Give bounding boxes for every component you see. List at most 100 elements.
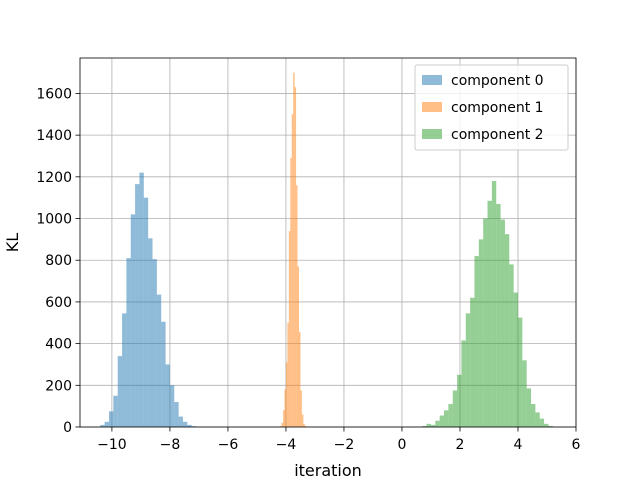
x-tick-label: −8 (160, 437, 181, 453)
x-tick-label: −10 (97, 437, 127, 453)
y-tick-label: 1400 (36, 128, 72, 144)
histogram-bar-component-1 (281, 422, 284, 427)
histogram-bar-component-2 (426, 423, 431, 427)
histogram-bar-component-1 (301, 414, 304, 427)
histogram-bar-component-2 (531, 404, 536, 427)
histogram-bar-component-2 (483, 218, 488, 427)
histogram-bar-component-2 (461, 340, 466, 427)
x-tick-label: 4 (514, 437, 523, 453)
x-tick-label: 2 (456, 437, 465, 453)
y-axis-label: KL (3, 233, 22, 252)
histogram-bar-component-0 (139, 172, 144, 427)
x-tick-label: −4 (276, 437, 297, 453)
histogram-bar-component-2 (448, 404, 453, 427)
y-tick-label: 600 (45, 295, 72, 311)
histogram-bar-component-2 (422, 425, 427, 427)
histogram-bar-component-0 (187, 424, 192, 427)
histogram-bar-component-2 (548, 425, 553, 427)
histogram-bar-component-2 (452, 390, 458, 427)
histogram-bar-component-2 (513, 292, 518, 427)
histogram-bar-component-0 (109, 411, 114, 427)
histogram-bar-component-0 (174, 401, 179, 427)
legend-swatch (422, 129, 442, 139)
legend-swatch (422, 102, 442, 112)
histogram-bar-component-0 (113, 395, 118, 427)
y-axis-ticks: 0 200 400 600 800 1000 1200 1400 1600 (36, 86, 80, 436)
x-tick-label: 6 (572, 437, 581, 453)
histogram-bar-component-1 (283, 410, 285, 427)
x-tick-label: −6 (218, 437, 239, 453)
histogram-bar-component-1 (287, 322, 289, 427)
histogram-bar-component-1 (294, 87, 297, 428)
histogram-bar-component-2 (474, 256, 479, 427)
y-tick-label: 1200 (36, 170, 72, 186)
legend-entry-label: component 2 (451, 127, 544, 143)
histogram-bar-component-2 (517, 317, 523, 427)
legend-swatch (422, 75, 442, 85)
histogram-bar-component-0 (100, 424, 105, 427)
histogram-bar-component-2 (487, 200, 492, 427)
histogram-bar-component-0 (161, 321, 166, 427)
histogram-bar-component-1 (296, 185, 298, 427)
x-axis-ticks: −10 −8 −6 −4 −2 0 2 4 6 (97, 427, 581, 453)
histogram-bar-component-0 (182, 421, 188, 427)
legend-entry-label: component 1 (451, 100, 544, 116)
histogram-bar-component-1 (293, 72, 295, 427)
histogram-bar-component-0 (165, 364, 170, 427)
histogram-bar-component-2 (504, 234, 510, 427)
histogram-bar-component-0 (191, 426, 197, 427)
histogram-bar-component-2 (535, 412, 540, 427)
histogram-bar-component-2 (539, 418, 545, 427)
x-tick-label: −2 (334, 437, 355, 453)
histogram-bar-component-1 (285, 362, 288, 427)
histogram-bar-component-2 (522, 360, 527, 427)
histogram-bar-component-1 (284, 389, 286, 427)
histogram-bar-component-2 (470, 297, 475, 427)
histogram-bar-component-1 (298, 332, 301, 427)
plot-frame (79, 57, 577, 428)
histogram-bar-component-1 (291, 114, 294, 427)
histogram-bar-component-2 (457, 374, 462, 427)
histogram-bar-component-0 (117, 356, 123, 427)
histogram-bar-component-0 (143, 197, 149, 427)
histogram-bar-component-0 (148, 238, 153, 427)
histogram-bar-component-2 (430, 424, 436, 427)
y-tick-label: 1000 (36, 212, 72, 228)
y-tick-label: 800 (45, 253, 72, 269)
histogram-bar-component-1 (288, 231, 291, 427)
histogram-bar-component-0 (152, 259, 157, 427)
histogram-bar-component-2 (526, 388, 532, 427)
histogram-bar-component-0 (104, 421, 110, 427)
histogram-bar-component-1 (300, 390, 302, 427)
histogram-bar-component-0 (126, 258, 131, 427)
y-tick-label: 0 (63, 420, 72, 436)
histogram-bar-component-2 (500, 219, 505, 427)
x-tick-label: 0 (398, 437, 407, 453)
histogram-bar-component-2 (478, 239, 484, 427)
histogram-bar-component-2 (491, 181, 497, 427)
histogram-bar-component-0 (169, 385, 175, 427)
histogram-bar-component-2 (496, 203, 501, 427)
y-tick-label: 1600 (36, 86, 72, 102)
y-tick-label: 400 (45, 337, 72, 353)
histogram-bar-component-1 (303, 423, 305, 427)
legend-box (414, 64, 569, 151)
histogram-bar-component-1 (290, 158, 292, 427)
histogram-bar-component-1 (280, 425, 282, 427)
histogram-bar-component-2 (509, 264, 514, 427)
histogram-bar-component-0 (178, 416, 183, 427)
legend: component 0 component 1 component 2 (414, 64, 569, 151)
histogram-bar-component-0 (122, 313, 127, 427)
histogram-bar-component-0 (130, 214, 136, 427)
x-axis-label: iteration (294, 461, 362, 480)
histogram-bar-component-0 (135, 184, 140, 427)
histogram-bar-component-0 (156, 294, 162, 427)
histogram-bar-component-2 (544, 423, 549, 427)
y-tick-label: 200 (45, 378, 72, 394)
histogram-bar-component-2 (435, 420, 440, 427)
histogram-bar-component-1 (304, 425, 307, 427)
histogram-bar-component-2 (439, 415, 445, 427)
histogram-bar-component-2 (444, 410, 449, 427)
histogram-bar-component-2 (465, 313, 471, 427)
